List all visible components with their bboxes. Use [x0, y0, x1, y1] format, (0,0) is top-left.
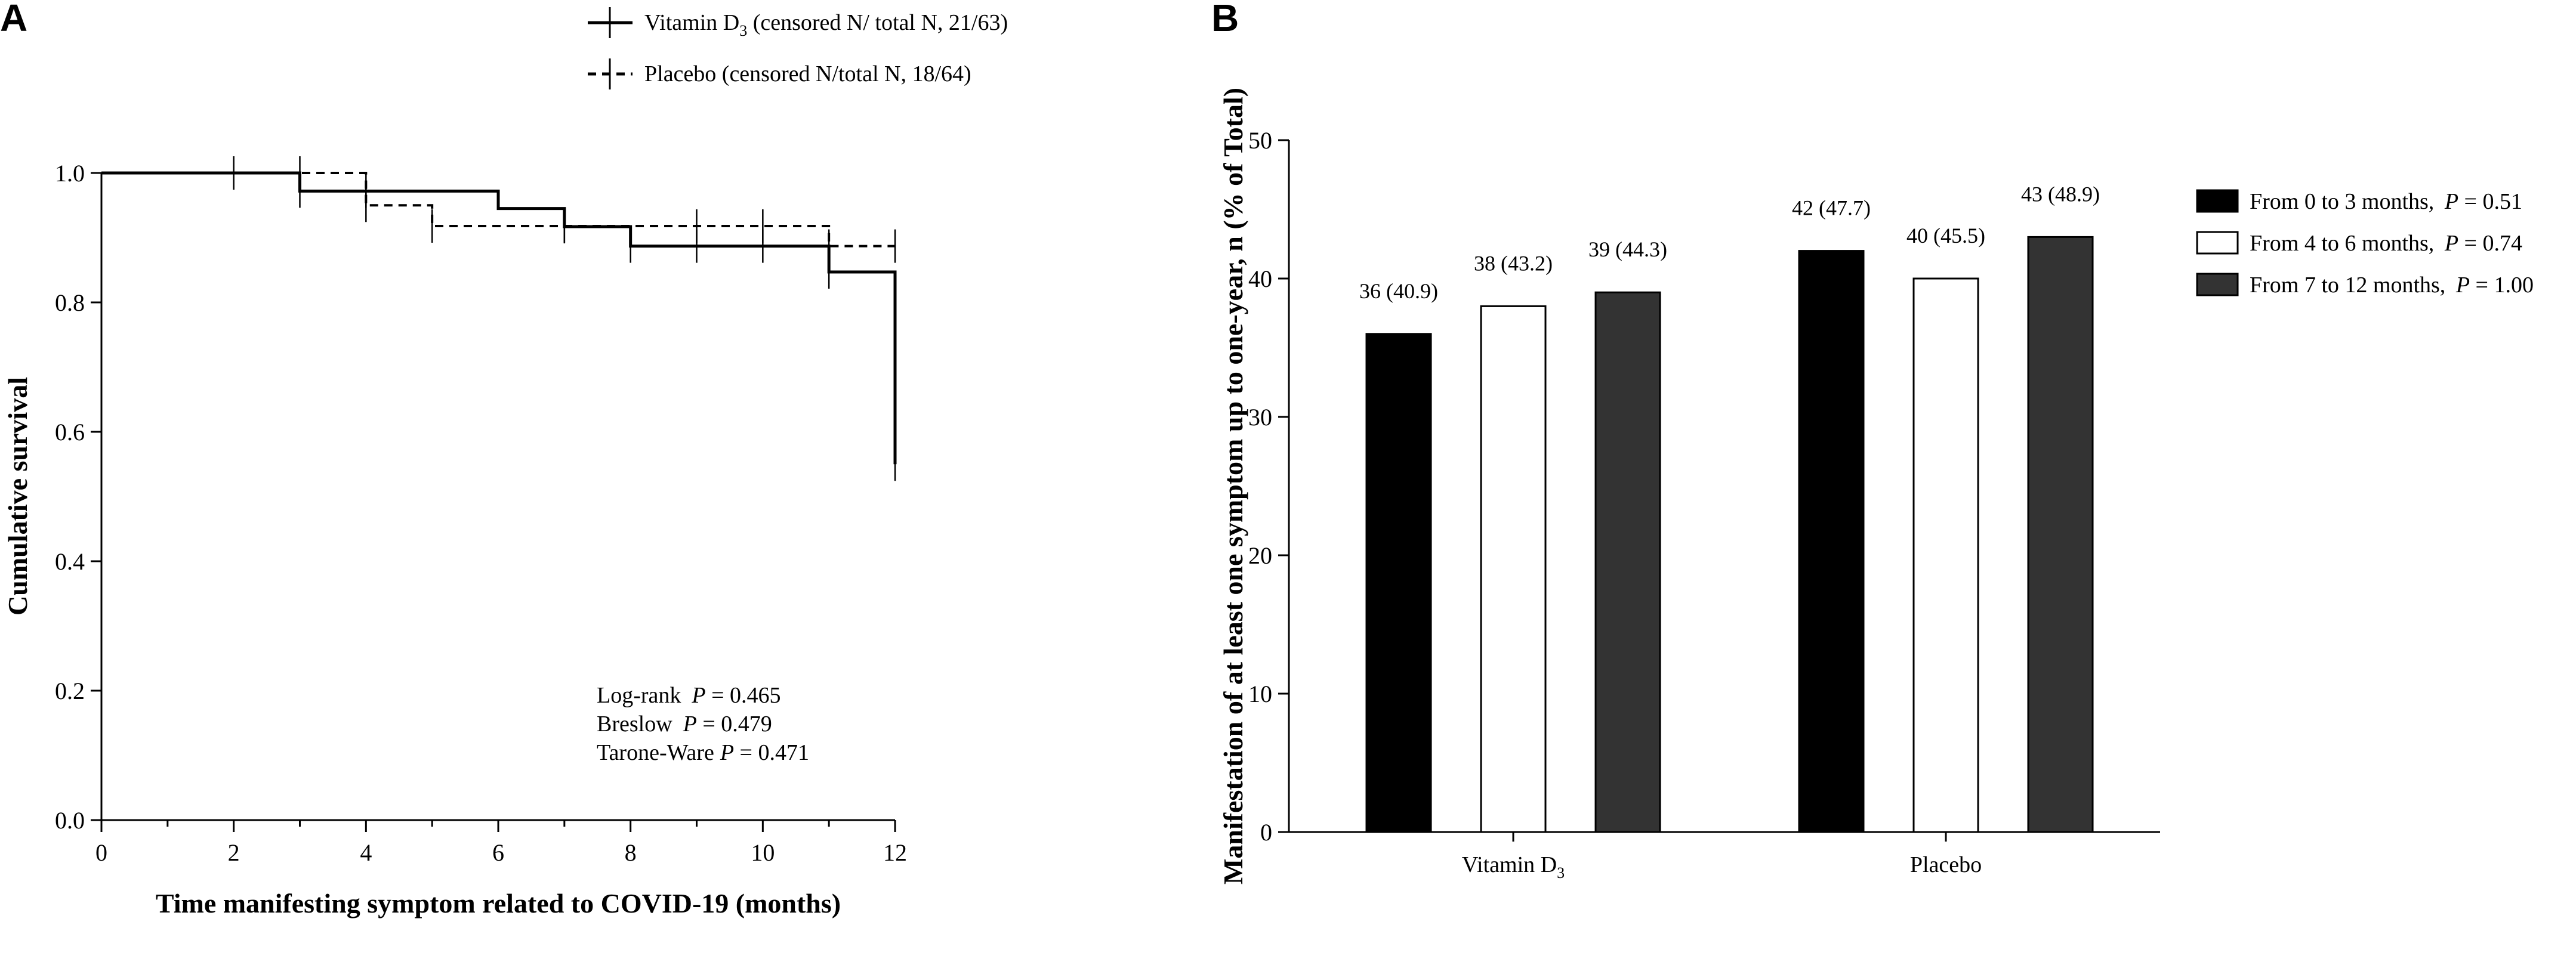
bar — [1912, 277, 1979, 833]
bar-value-label: 38 (43.2) — [1474, 251, 1553, 275]
km-y-tick-label: 0.6 — [55, 419, 85, 446]
bar-y-tick-label: 0 — [1260, 819, 1272, 846]
legend-label: From 4 to 6 months, P = 0.74 — [2250, 231, 2522, 256]
km-stats: Log-rank P = 0.465 Breslow P = 0.479 Taron… — [597, 683, 809, 765]
bar-y-tick-label: 20 — [1248, 542, 1272, 569]
category-label-placebo: Placebo — [1910, 852, 1982, 877]
km-y-tick-label: 0.2 — [55, 678, 85, 704]
legend-placebo-label: Placebo (censored N/total N, 18/64) — [644, 61, 971, 86]
bar-value-label: 36 (40.9) — [1359, 279, 1438, 303]
bar-y-tick-label: 40 — [1248, 265, 1272, 292]
bar-y-tick-label: 50 — [1248, 127, 1272, 154]
bar — [2027, 236, 2094, 833]
km-x-axis-title: Time manifesting symptom related to COVI… — [156, 888, 841, 918]
kaplan-meier-chart: Vitamin D3 (censored N/ total N, 21/63) … — [2, 7, 1008, 918]
legend-label: From 7 to 12 months, P = 1.00 — [2250, 273, 2534, 298]
bar-value-label: 43 (48.9) — [2021, 182, 2100, 206]
bar — [1365, 333, 1432, 833]
km-x-tick-label: 12 — [883, 839, 907, 866]
legend-vitamin-label: Vitamin D3 (censored N/ total N, 21/63) — [644, 10, 1008, 39]
legend-swatch — [2196, 189, 2239, 213]
km-curve-vitamin — [101, 171, 897, 465]
km-y-tick-label: 0.8 — [55, 289, 85, 316]
bar-value-label: 40 (45.5) — [1906, 224, 1985, 248]
legend-swatch — [2196, 273, 2239, 296]
bar — [1798, 250, 1865, 833]
bar-value-label: 39 (44.3) — [1588, 237, 1667, 261]
legend-label: From 0 to 3 months, P = 0.51 — [2250, 189, 2522, 214]
bar — [1480, 305, 1547, 833]
km-x-tick-label: 0 — [95, 839, 107, 866]
bar-y-tick-label: 10 — [1248, 681, 1272, 707]
bar — [1594, 291, 1661, 833]
km-legend: Vitamin D3 (censored N/ total N, 21/63) … — [588, 7, 1008, 89]
bar-value-label: 42 (47.7) — [1792, 196, 1871, 220]
km-x-tick-label: 8 — [625, 839, 637, 866]
stat-tarone: Tarone-Ware P = 0.471 — [597, 740, 809, 765]
stat-breslow: Breslow P = 0.479 — [597, 712, 772, 737]
km-y-tick-label: 0.0 — [55, 807, 85, 834]
bar-y-axis-title: Manifestation of at least one symptom up… — [1218, 88, 1248, 885]
km-x-tick-label: 6 — [492, 839, 504, 866]
km-y-axis-title: Cumulative survival — [2, 377, 33, 616]
panel-a-label: A — [0, 0, 27, 39]
bar-y-tick-label: 30 — [1248, 404, 1272, 431]
km-x-tick-label: 2 — [228, 839, 240, 866]
bar-chart: 0 10 20 30 40 50 36 (40.9) 38 (43.2) 39 (44.3) 4… — [1218, 88, 2534, 885]
km-y-tick-label: 1.0 — [55, 160, 85, 187]
legend-swatch — [2196, 231, 2239, 255]
panel-b-label: B — [1211, 0, 1239, 39]
km-y-tick-label: 0.4 — [55, 548, 85, 575]
km-x-tick-label: 10 — [751, 839, 775, 866]
bar-legend: From 0 to 3 months, P = 0.51 From 4 to 6 … — [2196, 189, 2534, 298]
km-x-tick-label: 4 — [360, 839, 372, 866]
category-label-vitamin: Vitamin D3 — [1462, 852, 1565, 882]
stat-logrank: Log-rank P = 0.465 — [597, 683, 781, 708]
